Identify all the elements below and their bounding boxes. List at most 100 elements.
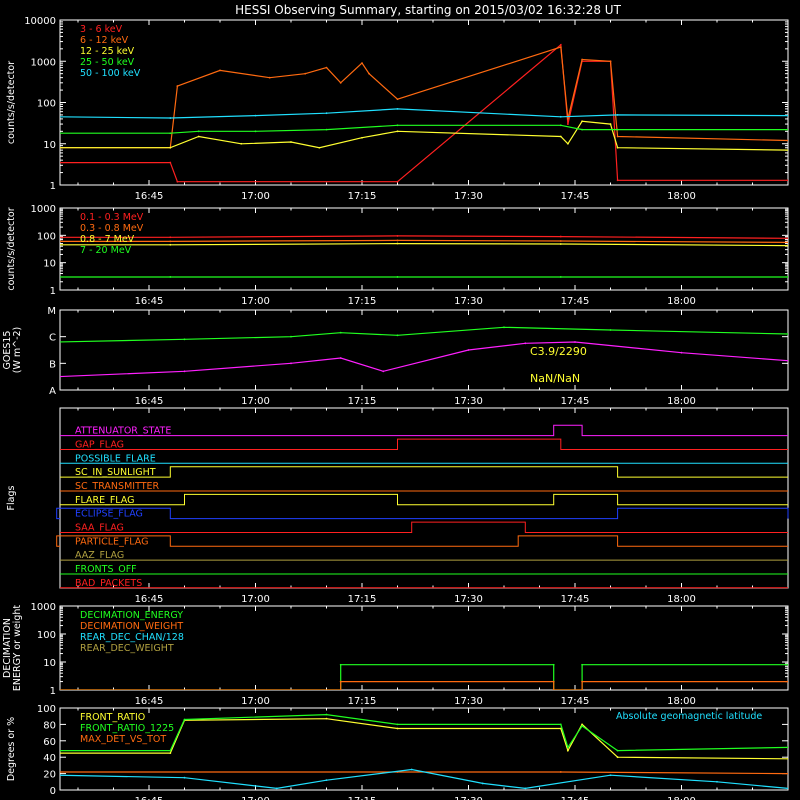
data-point — [787, 359, 788, 362]
data-point — [787, 128, 788, 131]
x-tick-label: 17:45 — [561, 296, 590, 307]
data-point — [524, 787, 527, 790]
data-point — [616, 146, 619, 149]
y-tick-label: 100 — [37, 704, 56, 715]
data-point — [183, 338, 186, 341]
data-point — [268, 76, 271, 79]
data-point — [559, 240, 562, 242]
data-point — [616, 128, 619, 131]
data-point — [219, 69, 221, 72]
flag-label: GAP_FLAG — [75, 439, 124, 450]
data-point — [169, 117, 172, 119]
flag-line-eclipse-flag — [56, 507, 789, 520]
legend-entry: FRONT_RATIO — [80, 712, 145, 723]
legend-entry: 3 - 6 keV — [80, 24, 123, 35]
x-tick-label: 16:45 — [135, 796, 164, 800]
data-point — [339, 331, 342, 334]
x-tick-label: 16:45 — [135, 191, 164, 202]
data-point — [581, 58, 583, 61]
data-point — [566, 749, 569, 752]
data-point — [581, 120, 583, 123]
legend-entry: 0.3 - 0.8 MeV — [80, 223, 144, 234]
x-tick-label: 16:45 — [135, 696, 164, 707]
figure-title: HESSI Observing Summary, starting on 201… — [235, 3, 621, 17]
x-tick-label: 16:45 — [135, 594, 164, 605]
y-axis-label: ENERGY or weight — [12, 605, 23, 691]
flag-line-attenuator-state — [60, 424, 788, 437]
flag-label: POSSIBLE_FLARE — [75, 453, 156, 464]
data-point — [410, 768, 413, 771]
data-point — [609, 329, 612, 331]
x-tick-label: 17:45 — [561, 594, 590, 605]
goes-nan-annotation: NaN/NaN — [530, 372, 580, 385]
x-tick-label: 17:15 — [348, 796, 377, 800]
legend-entry: REAR_DEC_CHAN/128 — [80, 632, 184, 643]
x-tick-label: 16:45 — [135, 296, 164, 307]
panel-goes: 16:45 17:00 17:15 17:30 17:45 18:00 GOES15 (W m… — [2, 306, 789, 407]
flag-line-gap-flag — [60, 438, 788, 450]
data-point — [552, 680, 555, 683]
data-point — [275, 787, 278, 790]
series-line-front-ratio — [60, 718, 788, 760]
x-tick-label: 17:15 — [348, 696, 377, 707]
data-point — [183, 370, 186, 373]
data-point — [396, 124, 399, 127]
data-point — [566, 142, 569, 145]
y-tick-label: 100 — [37, 630, 56, 641]
data-point — [716, 780, 718, 783]
plot-frame — [59, 707, 789, 791]
x-tick-label: 18:00 — [667, 594, 696, 605]
y-tick-label: 1 — [50, 686, 56, 697]
data-point — [609, 774, 612, 777]
legend-entry: FRONT_RATIO_1225 — [80, 723, 174, 734]
legend-entry: 7 - 20 MeV — [80, 245, 132, 256]
data-point — [616, 749, 619, 752]
data-point — [396, 242, 399, 245]
data-point — [169, 243, 172, 246]
data-point — [318, 146, 321, 149]
data-point — [552, 689, 555, 690]
data-point — [616, 179, 619, 182]
data-point — [787, 237, 788, 240]
data-point — [787, 757, 788, 760]
y-tick-label: A — [49, 386, 56, 397]
data-point — [559, 115, 562, 118]
data-point — [396, 98, 399, 101]
data-point — [787, 114, 788, 117]
y-tick-label: 10 — [43, 658, 56, 669]
x-tick-label: 17:15 — [348, 396, 377, 407]
x-tick-label: 17:15 — [348, 296, 377, 307]
flag-label: SAA_FLAG — [75, 522, 124, 533]
data-point — [290, 362, 292, 365]
x-tick-label: 18:00 — [667, 296, 696, 307]
flag-line-particle-flag — [56, 535, 788, 547]
goes-class-annotation: C3.9/2290 — [530, 345, 587, 358]
data-point — [616, 135, 619, 138]
flag-label: BAD_PACKETS — [75, 578, 142, 589]
data-point — [169, 132, 172, 135]
data-point — [581, 680, 583, 683]
legend-entry: 0.8 - 7 MeV — [80, 234, 135, 245]
series-line-25-50-kev — [60, 124, 788, 134]
data-point — [467, 349, 470, 351]
plot-frame — [59, 605, 789, 691]
data-point — [616, 756, 619, 759]
data-point — [396, 334, 399, 337]
data-point — [787, 241, 788, 244]
flag-line-saa-flag — [60, 521, 788, 533]
y-tick-label: B — [49, 359, 56, 370]
flag-label: ATTENUATOR_STATE — [75, 426, 171, 437]
legend-entry: 50 - 100 keV — [80, 68, 141, 79]
series-line-decimation-weight — [60, 681, 788, 690]
data-point — [169, 752, 172, 754]
y-tick-label: 40 — [43, 753, 56, 764]
data-point — [559, 124, 562, 127]
data-point — [566, 746, 569, 749]
data-point — [566, 118, 569, 120]
y-tick-label: 10 — [43, 259, 56, 270]
y-axis-label: counts/s/detector — [6, 61, 17, 144]
series-group — [60, 663, 788, 690]
data-point — [197, 130, 200, 133]
data-point — [559, 43, 562, 46]
